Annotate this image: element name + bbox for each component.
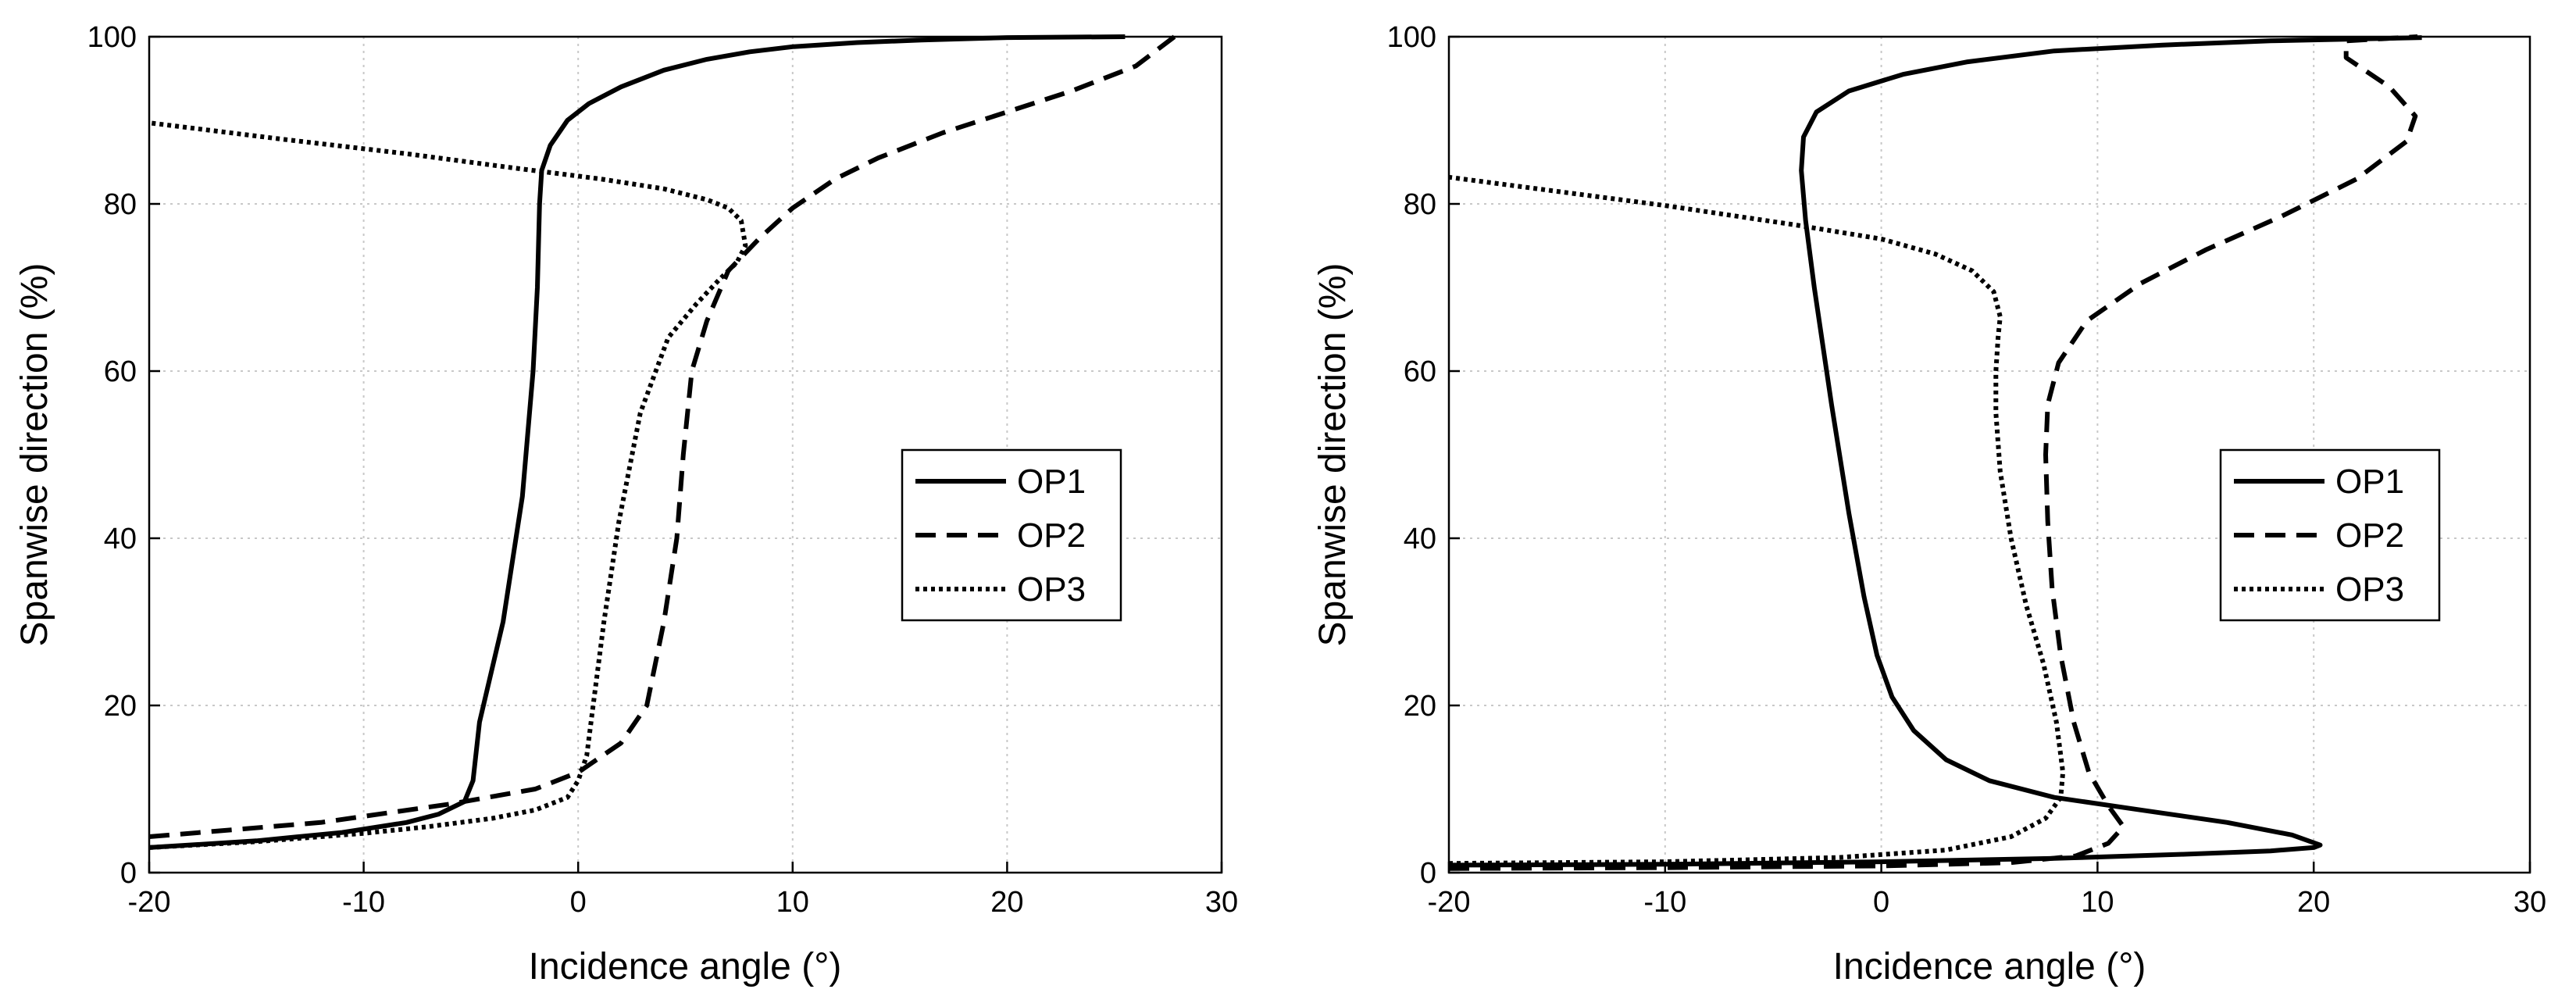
x-tick-label: 10 [776,886,809,919]
series-layer [148,34,1176,850]
x-axis-label: Incidence angle (°) [529,946,842,987]
legend-box [2219,448,2441,622]
series-line-op1 [1448,35,2422,868]
y-tick-label: 20 [104,690,137,723]
chart-panel-right: -20 -10 0 10 20 30 0 20 40 60 80 100 Inc… [1312,21,2546,987]
x-tick-label: 20 [2297,886,2330,919]
x-tick-label: -10 [1643,886,1686,919]
series-line-op1 [148,34,1126,850]
x-tick-label: -20 [128,886,171,919]
y-tick-label: 20 [1404,690,1436,723]
x-tick-label: -20 [1428,886,1471,919]
x-tick-label: 0 [1873,886,1889,919]
legend-label-op3: OP3 [1017,570,1086,609]
legend-label-op3: OP3 [2335,570,2404,609]
y-axis-label: Spanwise direction (%) [1312,263,1354,647]
y-tick-label: 0 [1420,857,1436,890]
x-tick-label: 10 [2081,886,2114,919]
x-tick-label: -10 [342,886,385,919]
series-line-op3 [148,120,748,850]
series-line-op2 [1448,34,2418,871]
plot-area-frame [148,35,1223,874]
x-ticks: -20 -10 0 10 20 30 [128,886,1239,919]
legend: OP1 OP2 OP3 [901,448,1122,622]
y-tick-label: 80 [1404,188,1436,221]
y-tick-label: 100 [87,21,137,54]
y-tick-label: 40 [1404,523,1436,555]
legend-label-op1: OP1 [1017,462,1086,501]
legend-label-op2: OP2 [1017,516,1086,555]
y-tick-label: 80 [104,188,137,221]
y-tick-label: 100 [1387,21,1436,54]
chart-panel-left: -20 -10 0 10 20 30 0 20 40 60 80 100 Inc… [14,21,1238,987]
x-tick-label: 30 [1205,886,1238,919]
legend-label-op2: OP2 [2335,516,2404,555]
x-axis-label: Incidence angle (°) [1833,946,2146,987]
legend: OP1 OP2 OP3 [2219,448,2441,622]
y-tick-label: 60 [104,355,137,388]
plot-area-frame [1447,35,2531,874]
x-ticks: -20 -10 0 10 20 30 [1428,886,2547,919]
legend-box [901,448,1122,622]
series-line-op2 [148,34,1176,839]
y-axis-label: Spanwise direction (%) [14,263,55,647]
x-tick-label: 30 [2514,886,2546,919]
series-layer [1448,34,2422,871]
legend-label-op1: OP1 [2335,462,2404,501]
y-tick-label: 40 [104,523,137,555]
series-line-op3 [1448,174,2066,866]
x-tick-label: 20 [990,886,1023,919]
x-tick-label: 0 [570,886,587,919]
y-ticks: 0 20 40 60 80 100 [1387,21,1436,890]
y-ticks: 0 20 40 60 80 100 [87,21,137,890]
y-tick-label: 60 [1404,355,1436,388]
y-tick-label: 0 [120,857,137,890]
